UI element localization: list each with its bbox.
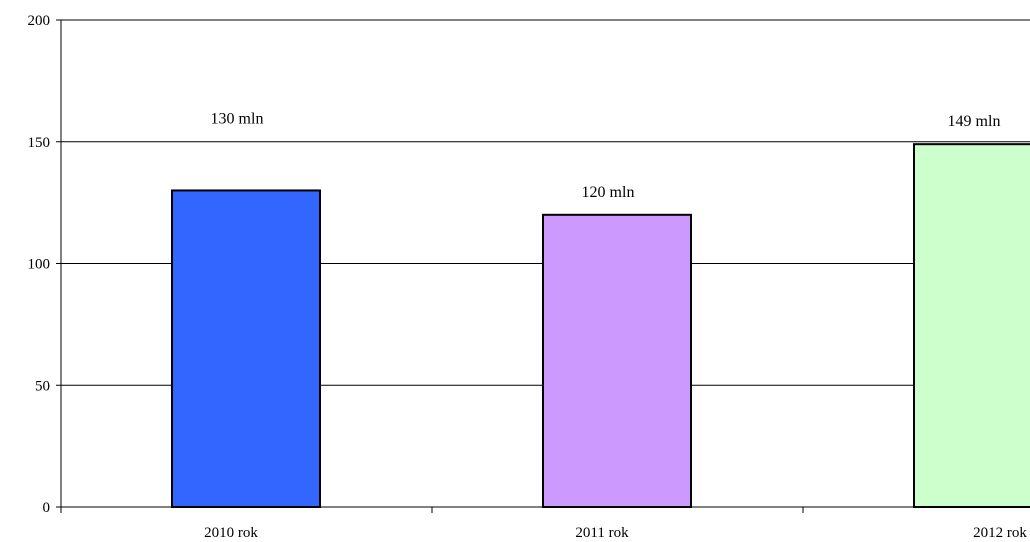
bar xyxy=(913,143,1030,508)
y-tick-label: 100 xyxy=(28,257,51,273)
bar xyxy=(542,213,692,509)
bar xyxy=(171,189,321,508)
y-tick-label: 50 xyxy=(35,378,50,394)
labels: 0 50 100 150 200 130 mln 2010 rok 120 mln 2011 r… xyxy=(28,13,1028,541)
x-tick-label: 2012 rok xyxy=(973,525,1027,541)
y-tick-label: 200 xyxy=(28,13,51,29)
x-tick-label: 2011 rok xyxy=(575,525,629,541)
data-label: 130 mln xyxy=(211,110,264,127)
data-label: 120 mln xyxy=(582,184,635,201)
axes xyxy=(56,19,1030,513)
x-tick-label: 2010 rok xyxy=(204,525,258,541)
data-label: 149 mln xyxy=(948,113,1001,130)
y-tick-label: 0 xyxy=(43,500,51,516)
y-tick-label: 150 xyxy=(28,135,51,151)
